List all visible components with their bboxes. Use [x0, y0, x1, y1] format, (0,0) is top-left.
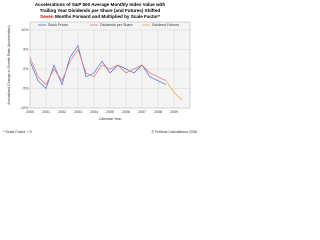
series-line — [29, 44, 167, 90]
series-line — [29, 48, 167, 86]
y-tick-label: -10% — [20, 106, 29, 110]
y-tick-label: 0% — [23, 67, 29, 71]
legend-label: Stock Prices — [48, 23, 68, 27]
x-tick-label: 2008 — [154, 110, 162, 114]
x-tick-label: 2009 — [170, 110, 178, 114]
title-highlight: Seven — [40, 14, 54, 19]
chart: Accelerations of S&P 500 Average Monthly… — [0, 0, 200, 137]
x-tick-label: 2006 — [122, 110, 130, 114]
x-tick-label: 2000 — [26, 110, 34, 114]
x-tick-label: 2007 — [138, 110, 146, 114]
y-tick-label: 10% — [21, 28, 29, 32]
footnote: * Scale Factor = 9 — [3, 130, 32, 134]
credit: © Political Calculations 2008 — [151, 130, 197, 134]
x-tick-label: 2005 — [106, 110, 114, 114]
x-tick-label: 2002 — [58, 110, 66, 114]
y-tick-label: -5% — [22, 86, 29, 90]
chart-title: Accelerations of S&P 500 Average Monthly… — [35, 2, 165, 7]
chart-title: Trailing Year Dividends per Share (and F… — [40, 8, 161, 13]
x-tick-label: 2003 — [74, 110, 82, 114]
x-tick-label: 2001 — [42, 110, 50, 114]
y-tick-label: 5% — [23, 47, 29, 51]
series-line — [165, 80, 183, 101]
legend-label: Dividends per Share — [100, 23, 133, 27]
x-axis-label: Calendar Year — [99, 117, 123, 121]
chart-title: Seven Months Forward and Multiplied by S… — [40, 14, 160, 19]
legend-label: Dividend Futures — [152, 23, 179, 27]
x-tick-label: 2004 — [90, 110, 98, 114]
y-axis-label: Annualized Change in Growth Rate (Accele… — [7, 25, 11, 105]
title-rest: Months Forward and Multiplied by Scale F… — [55, 14, 160, 19]
